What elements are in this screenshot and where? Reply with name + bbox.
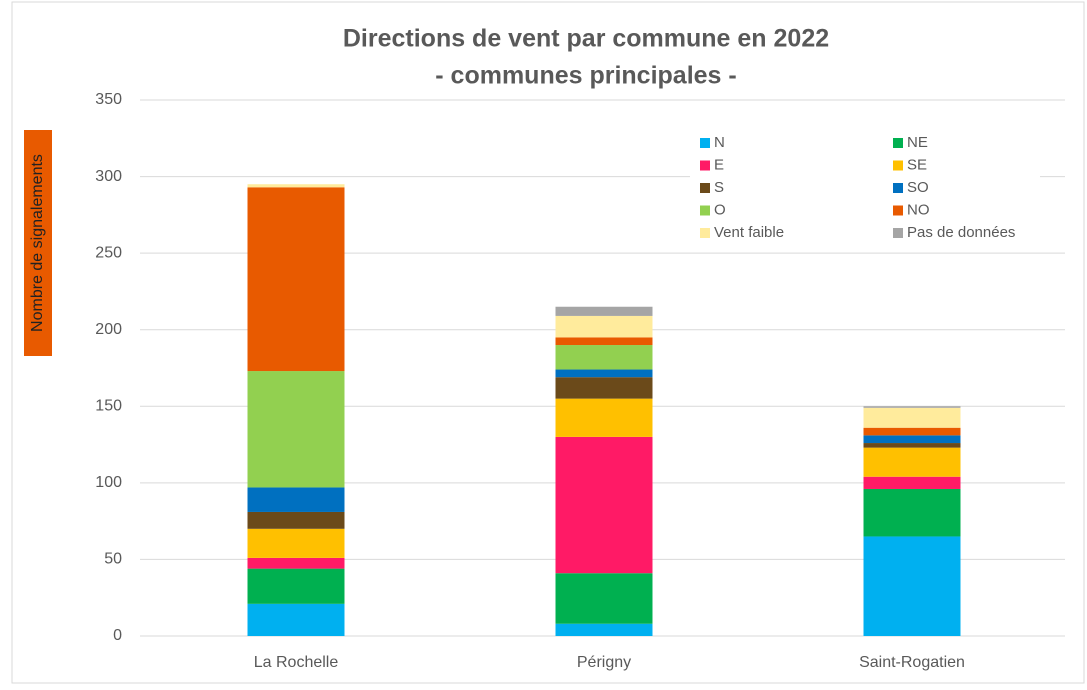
bar-segment <box>247 487 345 512</box>
x-tick-label: Périgny <box>577 654 631 671</box>
legend-swatch <box>700 183 710 193</box>
x-tick-label: La Rochelle <box>254 654 339 671</box>
legend-label: NO <box>907 201 930 218</box>
bar-segment <box>555 315 653 338</box>
legend-label: N <box>714 134 725 151</box>
bar-segment <box>555 623 653 636</box>
legend-swatch <box>893 138 903 148</box>
legend-bg <box>690 130 1040 248</box>
bar-segment <box>555 377 653 399</box>
legend-swatch <box>893 205 903 216</box>
bar-segment <box>863 536 961 636</box>
bar-segment <box>247 511 345 529</box>
bar-segment <box>863 447 961 477</box>
bar-segment <box>863 406 961 408</box>
bar-segment <box>555 369 653 378</box>
bar-segment <box>555 398 653 437</box>
legend-swatch <box>893 228 903 238</box>
bar-segment <box>247 371 345 488</box>
legend-swatch <box>893 183 903 193</box>
legend-swatch <box>700 160 710 171</box>
chart-title: Directions de vent par commune en 2022 <box>343 25 829 53</box>
legend-label: O <box>714 201 726 218</box>
y-tick-label: 200 <box>95 321 122 338</box>
bar-segment <box>863 427 961 436</box>
y-tick-label: 250 <box>95 244 122 261</box>
y-tick-label: 100 <box>95 474 122 491</box>
bar-segment <box>863 435 961 444</box>
bar-segment <box>555 306 653 316</box>
bar-segment <box>555 345 653 370</box>
bar-segment <box>247 568 345 604</box>
y-label-bg <box>24 130 52 356</box>
chart-subtitle: - communes principales - <box>435 62 736 90</box>
x-tick-label: Saint-Rogatien <box>859 654 965 671</box>
bar-segment <box>247 184 345 188</box>
bar-segment <box>555 573 653 624</box>
legend-label: E <box>714 156 724 173</box>
bar-segment <box>555 337 653 346</box>
bar-segment <box>247 187 345 372</box>
y-tick-label: 150 <box>95 398 122 415</box>
y-tick-label: 50 <box>104 551 122 568</box>
y-tick-label: 300 <box>95 168 122 185</box>
bar-segment <box>863 476 961 489</box>
legend-label: S <box>714 179 724 196</box>
y-tick-label: 350 <box>95 91 122 108</box>
legend-label: NE <box>907 134 928 151</box>
legend-swatch <box>700 205 710 216</box>
bar-segment <box>555 436 653 574</box>
legend-label: SE <box>907 156 927 173</box>
legend-swatch <box>700 228 710 238</box>
bar-segment <box>247 557 345 569</box>
y-tick-label: 0 <box>113 627 122 644</box>
legend-swatch <box>893 160 903 171</box>
bar-segment <box>247 603 345 636</box>
plot: 0 50 100 150 200 250 300 350 La Rochelle Périgny S… <box>95 91 1065 671</box>
legend-swatch <box>700 138 710 148</box>
bar-segment <box>863 407 961 428</box>
bar-segment <box>863 443 961 448</box>
bar-segment <box>863 488 961 537</box>
legend-label: SO <box>907 179 929 196</box>
legend-label: Vent faible <box>714 224 784 241</box>
legend-label: Pas de données <box>907 224 1015 241</box>
bar-segment <box>247 528 345 558</box>
y-axis-label: Nombre de signalements <box>29 154 46 332</box>
